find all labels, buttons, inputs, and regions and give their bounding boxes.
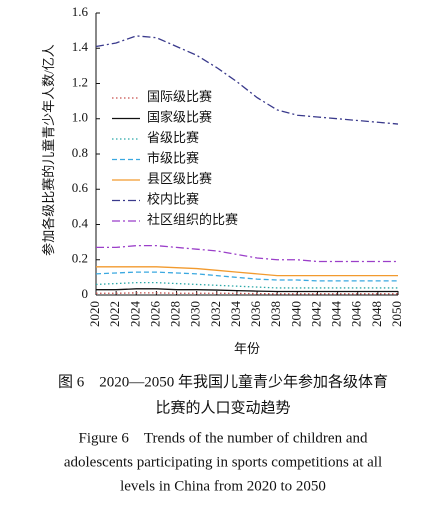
x-tick-label: 2040 [288,301,303,327]
caption-en: levels in China from 2020 to 2050 [120,478,326,494]
x-tick-label: 2020 [87,301,102,327]
y-tick-label: 0.8 [72,145,88,160]
x-tick-label: 2028 [168,301,183,327]
series-line [95,35,399,125]
x-tick-label: 2030 [188,301,203,327]
x-axis-label: 年份 [234,341,260,356]
y-tick-label: 0.6 [72,180,89,195]
y-tick-label: 0.4 [72,215,89,230]
y-tick-label: 0.2 [72,251,88,266]
y-tick-label: 1.6 [72,4,89,19]
legend-label: 国际级比赛 [147,89,212,104]
caption-en: Figure 6 Trends of the number of childre… [79,430,368,446]
x-tick-label: 2026 [147,301,162,328]
legend-label: 县区级比赛 [147,171,212,186]
x-tick-label: 2046 [349,301,364,328]
x-tick-label: 2048 [369,301,384,327]
y-tick-label: 1.0 [72,110,88,125]
caption-zh: 图 6 2020—2050 年我国儿童青少年参加各级体育 [58,372,388,390]
legend-label: 国家级比赛 [147,109,212,124]
legend-label: 社区组织的比赛 [147,212,238,227]
series-line [96,288,398,293]
caption-en: adolescents participating in sports comp… [64,454,382,470]
y-tick-label: 1.4 [72,39,89,54]
y-tick-label: 1.2 [72,74,88,89]
x-tick-label: 2044 [329,301,344,328]
legend-label: 校内比赛 [147,191,199,206]
x-tick-label: 2036 [248,301,263,328]
series-line [96,292,398,295]
x-tick-label: 2024 [127,301,142,328]
series-line [96,245,398,263]
x-tick-label: 2042 [308,301,323,327]
series-line [95,282,398,289]
x-tick-label: 2038 [268,301,283,327]
y-axis-label: 参加各级比赛的儿童青少年人数/亿人 [41,44,56,256]
x-tick-label: 2032 [208,301,223,327]
series-line [95,271,398,282]
y-tick-label: 0 [82,286,89,301]
x-tick-label: 2034 [228,301,243,328]
x-tick-label: 2022 [107,301,122,327]
legend-label: 市级比赛 [147,150,199,165]
legend-label: 省级比赛 [147,130,199,145]
x-tick-label: 2050 [389,301,404,327]
series-line [96,266,398,277]
caption-zh: 比赛的人口变动趋势 [155,399,290,416]
